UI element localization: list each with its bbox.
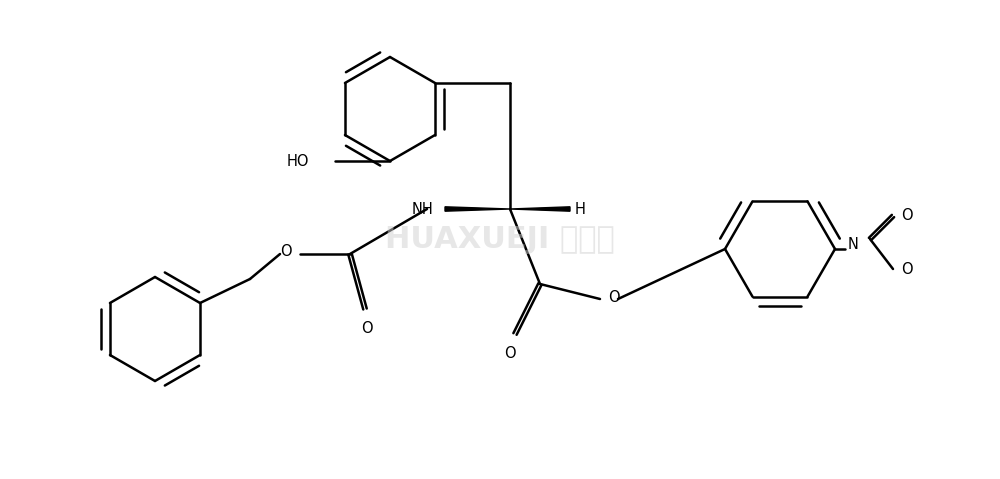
Polygon shape bbox=[510, 207, 570, 211]
Text: HUAXUEJI 化学加: HUAXUEJI 化学加 bbox=[385, 225, 615, 253]
Polygon shape bbox=[445, 207, 510, 211]
Text: HO: HO bbox=[287, 153, 309, 169]
Text: H: H bbox=[575, 202, 586, 217]
Text: N: N bbox=[848, 237, 859, 251]
Text: O: O bbox=[901, 262, 913, 276]
Text: O: O bbox=[901, 208, 913, 224]
Text: O: O bbox=[361, 321, 373, 336]
Text: O: O bbox=[608, 289, 620, 305]
Text: NH: NH bbox=[411, 202, 433, 217]
Text: O: O bbox=[504, 346, 516, 361]
Text: O: O bbox=[280, 244, 292, 260]
